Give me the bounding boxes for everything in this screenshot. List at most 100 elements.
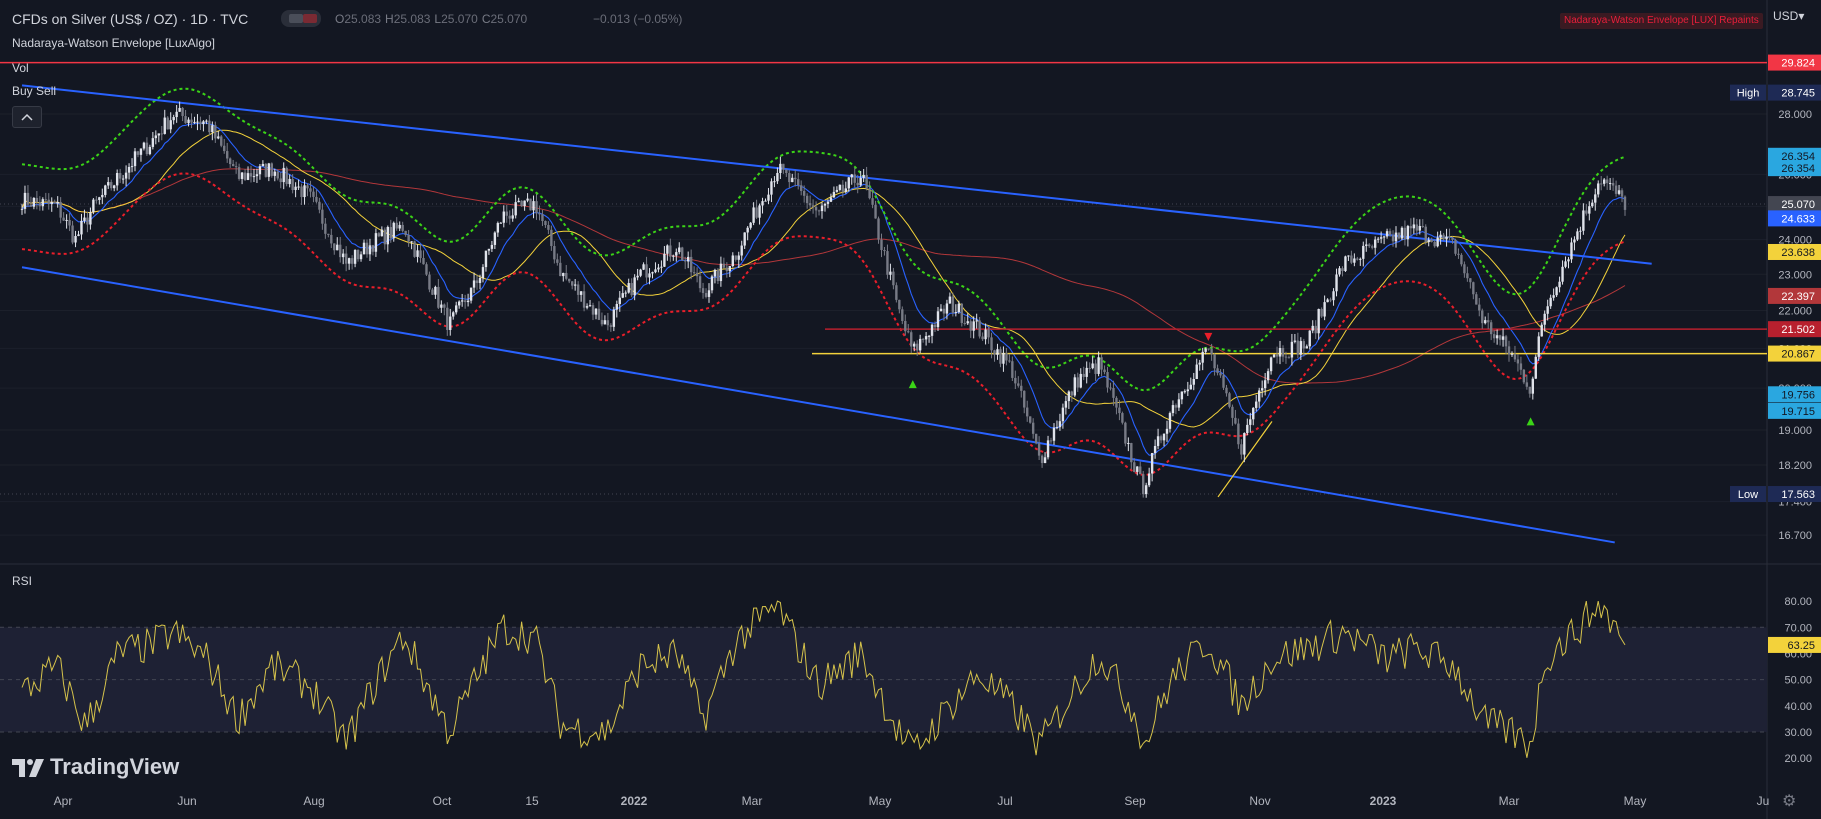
- candle: [918, 334, 922, 354]
- candle-body: [356, 249, 360, 260]
- candle-body: [862, 174, 865, 178]
- candle: [1510, 351, 1514, 357]
- candle: [41, 197, 45, 211]
- price-tag-label: 21.502: [1781, 324, 1815, 336]
- candle-body: [883, 250, 886, 252]
- candle: [570, 281, 574, 290]
- candle-body: [428, 274, 431, 290]
- candle-body: [1165, 428, 1169, 434]
- candle-body: [707, 290, 711, 297]
- candle: [514, 194, 517, 219]
- candle: [35, 191, 39, 210]
- candle-body: [633, 277, 636, 296]
- candle-body: [1469, 278, 1472, 283]
- candle-body: [169, 120, 172, 130]
- candle: [1379, 231, 1383, 244]
- candle: [746, 226, 749, 241]
- settings-gear-icon[interactable]: ⚙: [1782, 793, 1797, 810]
- channel-line-1: [21, 266, 1615, 544]
- ema-fast-line: [21, 122, 1626, 456]
- candle: [874, 200, 877, 219]
- rsi-tick-label: 50.00: [1784, 675, 1812, 687]
- candle-body: [654, 269, 657, 273]
- candle: [588, 299, 592, 307]
- candle: [419, 244, 422, 263]
- candle-body: [526, 198, 529, 201]
- candle-body: [404, 230, 407, 236]
- candle: [1368, 243, 1371, 248]
- indicator-legend-nwe[interactable]: Nadaraya-Watson Envelope [LuxAlgo]: [12, 36, 216, 50]
- candle: [511, 208, 514, 222]
- ohlc-key: C: [481, 12, 491, 26]
- candle-body: [1427, 239, 1430, 243]
- candle: [1486, 312, 1490, 329]
- candle: [23, 185, 27, 214]
- candle-body: [1329, 299, 1332, 301]
- candle-body: [318, 201, 321, 210]
- candle: [1040, 454, 1044, 468]
- candle-body: [401, 224, 404, 231]
- candle: [1049, 437, 1053, 444]
- candle-body: [1144, 485, 1148, 495]
- candle-body: [1130, 443, 1133, 463]
- candle: [1005, 348, 1008, 366]
- candle: [788, 170, 791, 188]
- candle-body: [1397, 232, 1401, 239]
- candle: [1213, 353, 1216, 376]
- indicator-legend-buysell[interactable]: Buy Sell: [12, 84, 57, 98]
- candle: [56, 196, 59, 208]
- candle: [1475, 291, 1478, 305]
- candle-body: [237, 167, 241, 179]
- candle-body: [761, 201, 764, 206]
- candle: [1308, 330, 1311, 350]
- visibility-toggle[interactable]: [281, 10, 321, 27]
- candles[interactable]: [20, 101, 1627, 498]
- candle-body: [791, 177, 794, 183]
- candle: [1439, 230, 1442, 245]
- candle-body: [1115, 397, 1118, 408]
- currency-selector[interactable]: USD▾: [1773, 9, 1804, 23]
- candle-body: [773, 181, 776, 183]
- price-tag-label: 22.397: [1781, 291, 1815, 303]
- candle-body: [339, 244, 342, 258]
- rsi-legend[interactable]: RSI: [12, 574, 33, 588]
- candle: [252, 168, 256, 183]
- candle-body: [1582, 210, 1585, 231]
- candle: [294, 182, 297, 198]
- candle: [68, 213, 71, 232]
- candle-body: [496, 223, 500, 233]
- candle: [1255, 394, 1258, 412]
- candle-body: [71, 225, 74, 243]
- time-tick-label: 2023: [1370, 794, 1397, 808]
- candle-body: [258, 166, 262, 175]
- collapse-legend-button[interactable]: [12, 106, 42, 128]
- candle-body: [1558, 281, 1561, 288]
- candle: [353, 249, 357, 268]
- candle-body: [333, 243, 336, 251]
- candle-body: [1623, 196, 1627, 210]
- candle: [728, 266, 732, 278]
- candle: [1353, 253, 1356, 267]
- candle: [1344, 255, 1347, 272]
- candle-body: [264, 163, 268, 177]
- candle: [559, 255, 562, 277]
- candle: [1605, 175, 1609, 190]
- candle-body: [669, 245, 672, 257]
- candle: [523, 200, 526, 211]
- symbol-title[interactable]: CFDs on Silver (US$ / OZ) · 1D · TVC: [12, 11, 249, 27]
- candle-body: [291, 178, 294, 191]
- candle-body: [1079, 373, 1082, 388]
- candle: [1525, 374, 1529, 390]
- candle-body: [1412, 224, 1416, 229]
- time-tick-label: Nov: [1249, 794, 1270, 808]
- candle-body: [416, 250, 419, 257]
- candle: [1528, 386, 1532, 398]
- candle: [1567, 257, 1570, 269]
- price-tag: [1768, 210, 1821, 227]
- candle: [1275, 346, 1279, 364]
- indicator-legend-vol[interactable]: Vol: [12, 61, 29, 75]
- candle-body: [615, 304, 619, 310]
- candle-body: [1192, 379, 1195, 385]
